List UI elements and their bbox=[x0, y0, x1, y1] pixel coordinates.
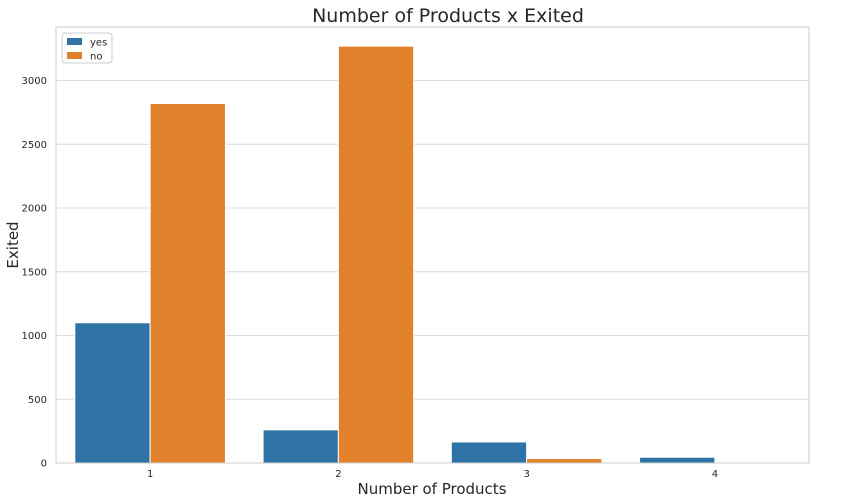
bars bbox=[74, 45, 716, 464]
bar-yes-4 bbox=[639, 456, 716, 464]
y-tick-label: 3000 bbox=[22, 76, 47, 87]
y-tick-labels: 0 500 1000 1500 2000 2500 3000 bbox=[22, 76, 47, 469]
legend-label-no: no bbox=[90, 52, 102, 63]
y-tick-label: 1000 bbox=[22, 331, 47, 342]
bar-no-1 bbox=[149, 102, 226, 464]
bar-no-3 bbox=[526, 458, 603, 464]
x-tick-label: 1 bbox=[147, 469, 153, 480]
legend-label-yes: yes bbox=[90, 38, 107, 49]
x-tick-label: 4 bbox=[712, 469, 718, 480]
y-tick-label: 0 bbox=[41, 459, 47, 470]
y-tick-label: 500 bbox=[28, 395, 47, 406]
y-tick-label: 2000 bbox=[22, 204, 47, 215]
y-tick-label: 1500 bbox=[22, 267, 47, 278]
bar-no-2 bbox=[337, 45, 415, 464]
x-axis-label: Number of Products bbox=[357, 480, 506, 498]
legend-swatch-no bbox=[67, 52, 82, 59]
x-tick-label: 2 bbox=[335, 469, 341, 480]
bar-yes-2 bbox=[262, 429, 339, 464]
legend: yes no bbox=[61, 32, 113, 64]
plot-frame bbox=[55, 26, 810, 464]
x-tick-labels: 1 2 3 4 bbox=[147, 469, 718, 480]
bar-yes-1 bbox=[74, 322, 151, 464]
x-tick-label: 3 bbox=[523, 469, 529, 480]
legend-swatch-yes bbox=[67, 38, 82, 45]
y-tick-label: 2500 bbox=[22, 140, 47, 151]
bar-yes-3 bbox=[450, 441, 528, 464]
y-axis-label: Exited bbox=[4, 221, 22, 268]
chart-title: Number of Products x Exited bbox=[312, 5, 584, 27]
